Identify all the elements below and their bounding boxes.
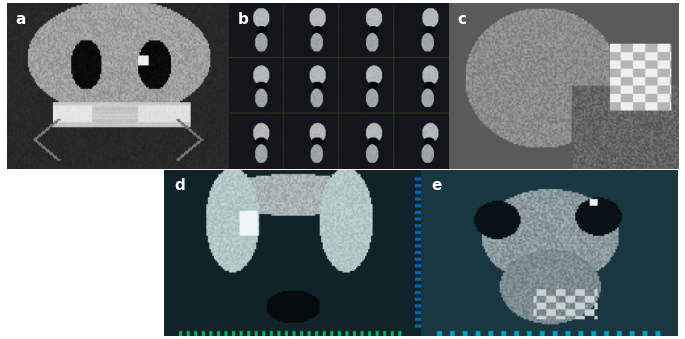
Text: b: b [238,12,249,27]
Text: c: c [458,12,467,27]
Text: a: a [16,12,26,27]
Text: d: d [175,178,186,193]
Text: e: e [432,178,442,193]
